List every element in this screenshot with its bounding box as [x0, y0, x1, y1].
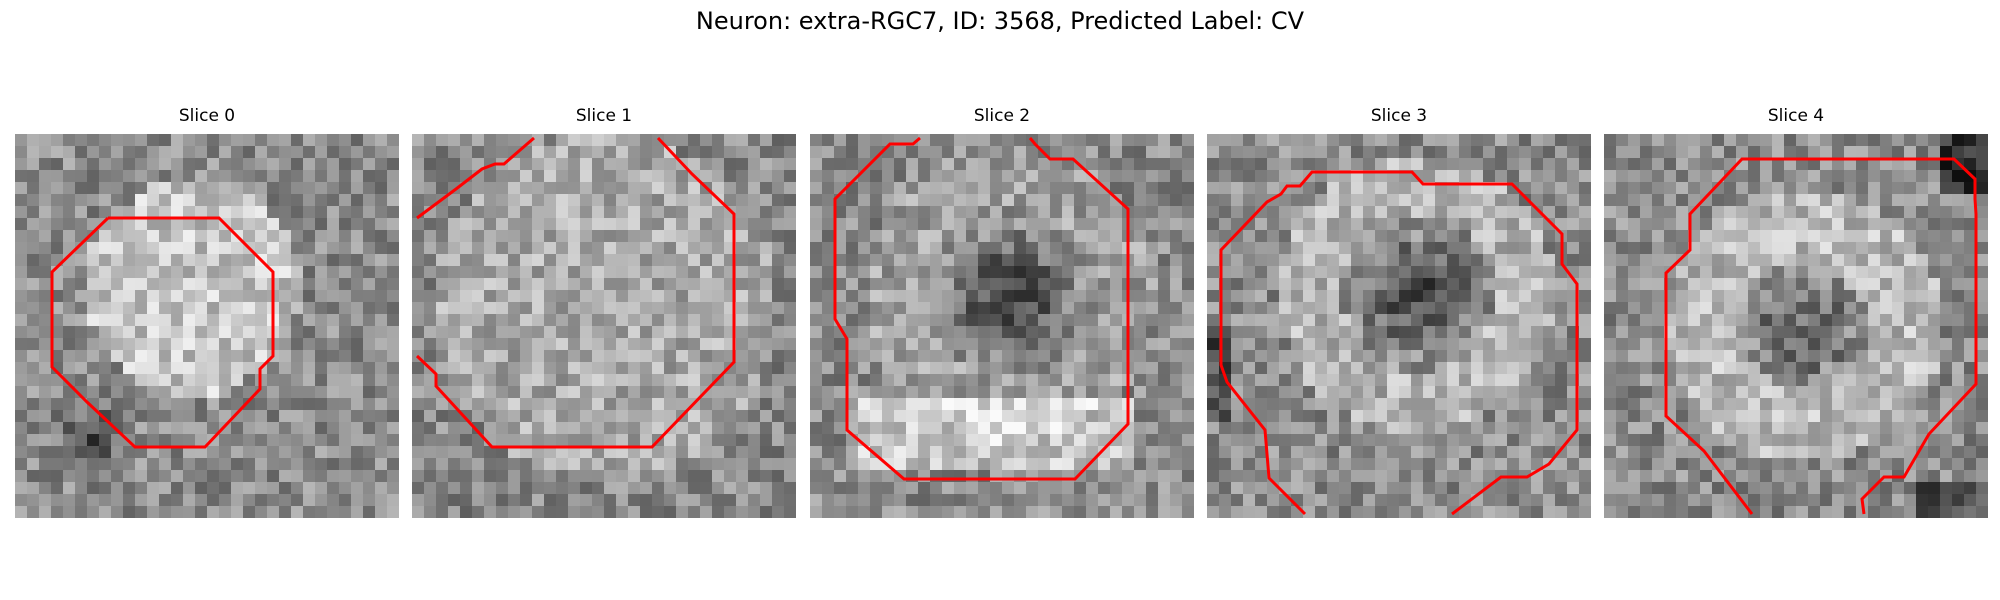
slice-title: Slice 4 [1767, 106, 1825, 126]
contour-outline [50, 216, 275, 449]
grayscale-image [412, 134, 796, 518]
grayscale-image [1604, 134, 1988, 518]
figure-title: Neuron: extra-RGC7, ID: 3568, Predicted … [695, 7, 1305, 35]
contour-outline [415, 136, 736, 449]
contour-outline [833, 136, 1130, 481]
grayscale-image [15, 134, 399, 518]
contour-outline [1664, 157, 1978, 515]
contour-outline [416, 136, 535, 220]
slice-image [1207, 134, 1591, 518]
slice-image [1604, 134, 1988, 518]
slice-title: Slice 0 [178, 106, 236, 126]
slice-image [810, 134, 1194, 518]
grayscale-image [810, 134, 1194, 518]
slice-image [15, 134, 399, 518]
slice-title: Slice 1 [575, 106, 633, 126]
slice-title: Slice 2 [973, 106, 1031, 126]
slice-title: Slice 3 [1370, 106, 1428, 126]
grayscale-image [1207, 134, 1591, 518]
slice-image [412, 134, 796, 518]
contour-outline [1219, 170, 1579, 516]
